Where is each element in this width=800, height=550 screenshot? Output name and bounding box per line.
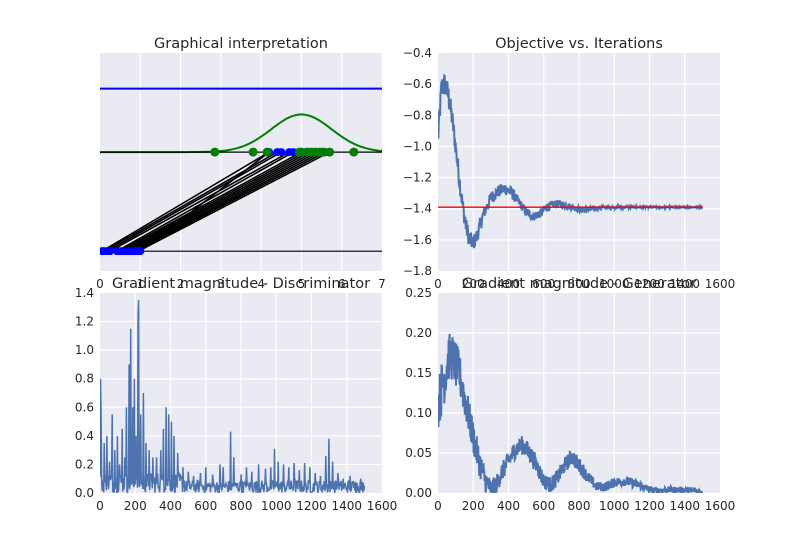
y-tick-label: 0.10 xyxy=(405,406,432,420)
y-tick-label: −1.8 xyxy=(403,264,432,278)
x-tick-label: 1600 xyxy=(705,499,736,513)
x-tick-label: 800 xyxy=(230,499,253,513)
x-tick-label: 1600 xyxy=(367,499,398,513)
y-tick-label: 0.05 xyxy=(405,446,432,460)
data-point xyxy=(210,147,220,157)
panel-gradient-discriminator: 0 200 400 600 800 1000 1200 1400 1600 0.0 0.2 0.4 0.… xyxy=(75,276,397,513)
tick-labels: 0 1 2 3 4 5 6 7 xyxy=(96,277,386,291)
y-tick-label: −0.4 xyxy=(403,46,432,60)
mapping-line xyxy=(137,151,330,252)
x-tick-label: 200 xyxy=(462,277,485,291)
mapping-line xyxy=(106,151,282,252)
data-point xyxy=(262,147,272,157)
x-tick-label: 400 xyxy=(159,499,182,513)
x-tick-label: 1400 xyxy=(669,499,700,513)
panel-graphical-interpretation: 0 1 2 3 4 5 6 7 Graphical interpretation xyxy=(96,36,386,291)
x-tick-label: 1000 xyxy=(599,277,630,291)
panel-objective: 0 200 400 600 800 1000 1200 1400 1600 −1.8 −1.6 −1.… xyxy=(403,36,735,291)
tick-labels: 0 200 400 600 800 1000 1200 1400 1600 0.0 0.2 0.4 0.… xyxy=(75,286,397,513)
x-tick-label: 1600 xyxy=(705,277,736,291)
tick-labels: 0 200 400 600 800 1000 1200 1400 1600 0.00 0.05 0.1… xyxy=(405,286,735,513)
y-tick-label: 1.4 xyxy=(75,286,94,300)
x-tick-label: 600 xyxy=(194,499,217,513)
mapping-line xyxy=(135,151,326,252)
mapping-line xyxy=(127,151,314,252)
x-tick-label: 0 xyxy=(96,277,104,291)
tick-labels: 0 200 400 600 800 1000 1200 1400 1600 −1.8 −1.6 −1.… xyxy=(403,46,735,291)
grid xyxy=(438,293,720,493)
x-tick-label: 6 xyxy=(338,277,346,291)
data-point xyxy=(349,147,359,157)
x-tick-label: 400 xyxy=(497,499,520,513)
y-tick-label: 0.6 xyxy=(75,400,94,414)
y-tick-label: 0.00 xyxy=(405,486,432,500)
x-tick-label: 600 xyxy=(532,277,555,291)
noise-point xyxy=(136,247,145,256)
x-tick-label: 7 xyxy=(378,277,386,291)
y-tick-label: −1.6 xyxy=(403,233,432,247)
x-tick-label: 3 xyxy=(217,277,225,291)
x-tick-label: 1000 xyxy=(261,499,292,513)
x-tick-label: 1200 xyxy=(634,499,665,513)
mapping-line xyxy=(118,151,302,252)
chart-title: Gradient magnitude - Generator xyxy=(462,276,696,292)
mapping-line xyxy=(132,151,322,252)
x-tick-label: 1000 xyxy=(599,499,630,513)
y-tick-label: −0.8 xyxy=(403,108,432,122)
x-tick-label: 1400 xyxy=(331,499,362,513)
y-tick-label: 0.4 xyxy=(75,429,94,443)
y-tick-label: 0.20 xyxy=(405,326,432,340)
plot-content xyxy=(438,73,704,249)
y-tick-label: 0.0 xyxy=(75,486,94,500)
x-tick-label: 1 xyxy=(136,277,144,291)
y-tick-label: 0.8 xyxy=(75,372,94,386)
y-tick-label: −1.0 xyxy=(403,139,432,153)
x-tick-label: 4 xyxy=(257,277,265,291)
x-tick-label: 800 xyxy=(568,277,591,291)
plot-content xyxy=(438,333,703,493)
y-tick-label: −1.2 xyxy=(403,171,432,185)
x-tick-label: 400 xyxy=(497,277,520,291)
y-tick-label: 0.25 xyxy=(405,286,432,300)
data-point xyxy=(248,147,258,157)
mapped-point xyxy=(277,148,286,157)
mapping-line xyxy=(101,151,270,252)
x-tick-label: 5 xyxy=(298,277,306,291)
x-tick-label: 0 xyxy=(96,499,104,513)
x-tick-label: 1400 xyxy=(669,277,700,291)
mapping-line xyxy=(139,151,270,252)
mapping-line xyxy=(109,151,290,252)
y-tick-label: 0.2 xyxy=(75,457,94,471)
y-tick-label: −0.6 xyxy=(403,77,432,91)
plot-content xyxy=(100,300,366,493)
x-tick-label: 800 xyxy=(568,499,591,513)
y-tick-label: 0.15 xyxy=(405,366,432,380)
plot-content xyxy=(100,87,382,256)
mapping-line xyxy=(121,151,306,252)
x-tick-label: 200 xyxy=(462,499,485,513)
mapping-line xyxy=(124,151,310,252)
y-tick-label: 1.2 xyxy=(75,315,94,329)
x-tick-label: 0 xyxy=(434,277,442,291)
y-tick-label: 1.0 xyxy=(75,343,94,357)
noise-point xyxy=(106,247,115,256)
x-tick-label: 2 xyxy=(177,277,185,291)
x-tick-label: 1200 xyxy=(296,499,327,513)
y-tick-label: −1.4 xyxy=(403,202,432,216)
chart-title: Gradient magnitude - Discriminator xyxy=(112,276,370,292)
chart-title: Objective vs. Iterations xyxy=(495,36,663,52)
discriminator-gradient xyxy=(100,300,366,493)
x-tick-label: 200 xyxy=(124,499,147,513)
mapped-point xyxy=(289,148,298,157)
x-tick-label: 1200 xyxy=(634,277,665,291)
x-tick-label: 600 xyxy=(532,499,555,513)
data-point xyxy=(325,147,335,157)
x-tick-label: 0 xyxy=(434,499,442,513)
generator-gradient xyxy=(438,333,703,493)
chart-title: Graphical interpretation xyxy=(154,36,328,52)
panel-gradient-generator: 0 200 400 600 800 1000 1200 1400 1600 0.00 0.05 0.1… xyxy=(405,276,735,513)
